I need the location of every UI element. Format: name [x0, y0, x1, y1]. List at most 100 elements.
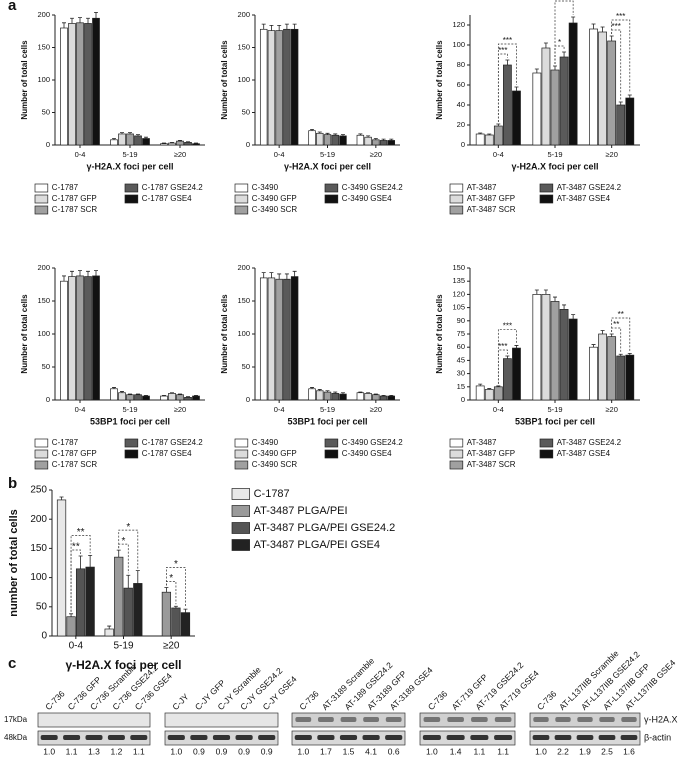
band — [554, 735, 572, 740]
y-tick-label: 30 — [457, 369, 465, 378]
error-bar — [618, 101, 623, 105]
error-bar — [78, 17, 82, 23]
error-bar — [62, 22, 66, 28]
x-tick-label: 5-19 — [547, 405, 562, 414]
bar — [503, 358, 512, 401]
band — [620, 735, 638, 740]
quantification: 1.6 — [623, 746, 635, 756]
band — [423, 717, 441, 722]
panel-label: a — [8, 0, 17, 14]
lane-label: C-736 — [535, 688, 559, 712]
y-tick-label: 100 — [37, 329, 50, 338]
bar — [275, 30, 283, 146]
legend-swatch — [124, 194, 139, 204]
error-bar — [373, 138, 378, 140]
legend-label: C-3490 — [252, 183, 279, 192]
bar — [176, 394, 184, 401]
bar — [184, 397, 192, 401]
bar — [66, 616, 76, 637]
x-tick-label: 5-19 — [122, 405, 137, 414]
bar — [568, 22, 578, 146]
error-bar — [120, 391, 124, 393]
legend-label: AT-3487 PLGA/PEI GSE24.2 — [254, 522, 396, 534]
error-bar — [70, 270, 74, 277]
error-bar — [144, 394, 148, 397]
error-bar — [69, 613, 74, 617]
bar — [308, 388, 316, 401]
quantification: 1.0 — [535, 746, 547, 756]
significance-bracket — [497, 43, 517, 122]
bar — [184, 142, 192, 146]
error-bar — [325, 390, 330, 393]
legend-label: C-1787 — [52, 183, 79, 192]
x-axis-title: γ-H2A.X foci per cell — [86, 161, 173, 171]
significance-bracket — [611, 19, 631, 93]
error-bar — [543, 289, 548, 295]
significance-label: ** — [72, 542, 80, 553]
y-tick-label: 250 — [30, 485, 47, 496]
significance-label: * — [169, 573, 173, 584]
legend-label: C-1787 SCR — [52, 205, 98, 214]
error-bar — [571, 314, 576, 320]
legend-label: AT-3487 GSE4 — [557, 194, 611, 203]
y-tick-label: 90 — [457, 316, 465, 325]
error-bar — [358, 391, 363, 393]
bar — [387, 140, 396, 146]
band — [167, 735, 185, 740]
bar — [339, 135, 347, 146]
bar — [118, 133, 126, 146]
bar — [339, 393, 347, 401]
error-bar — [62, 275, 66, 282]
quantification: 1.0 — [43, 746, 55, 756]
error-bar — [120, 132, 124, 134]
significance-label: *** — [503, 322, 512, 331]
marker-label: 48kDa — [4, 733, 28, 742]
error-bar — [112, 138, 116, 140]
significance-bracket — [118, 529, 139, 569]
bar — [475, 133, 485, 146]
bar — [323, 391, 332, 401]
bar — [493, 125, 503, 146]
bar — [550, 69, 560, 146]
y-tick-label: 50 — [36, 601, 48, 612]
error-bar — [505, 355, 510, 359]
bar — [114, 556, 124, 637]
bar — [541, 47, 551, 146]
quantification: 1.3 — [88, 746, 100, 756]
bar — [598, 31, 607, 146]
error-bar — [562, 304, 567, 310]
error-bar — [505, 59, 510, 65]
bar — [331, 134, 339, 146]
band — [340, 717, 357, 722]
y-tick-label: 200 — [237, 10, 250, 19]
bar — [84, 276, 92, 401]
bar — [176, 140, 184, 146]
panel-label: b — [8, 475, 17, 492]
y-axis-title: Number of total cells — [220, 294, 229, 374]
bar — [104, 628, 114, 637]
error-bar — [478, 383, 483, 386]
bar — [379, 395, 388, 401]
bar — [493, 386, 503, 401]
error-bar — [126, 574, 131, 589]
bar — [532, 294, 542, 401]
legend-swatch — [34, 460, 49, 470]
bar — [161, 591, 172, 637]
y-tick-label: 150 — [30, 543, 47, 554]
quantification: 1.1 — [497, 746, 509, 756]
error-bar — [136, 134, 140, 136]
bar — [308, 130, 316, 146]
bar — [60, 280, 68, 401]
error-bar — [627, 352, 632, 356]
y-tick-label: 0 — [461, 140, 465, 149]
quantification: 1.1 — [473, 746, 485, 756]
legend-label: C-3490 GSE4 — [342, 449, 392, 458]
legend-swatch — [231, 505, 250, 517]
quantification: 1.0 — [426, 746, 438, 756]
error-bar — [373, 393, 378, 395]
legend-swatch — [231, 488, 250, 500]
bar — [192, 143, 200, 146]
error-bar — [310, 387, 315, 389]
band — [470, 735, 489, 740]
significance-label: *** — [559, 0, 568, 2]
